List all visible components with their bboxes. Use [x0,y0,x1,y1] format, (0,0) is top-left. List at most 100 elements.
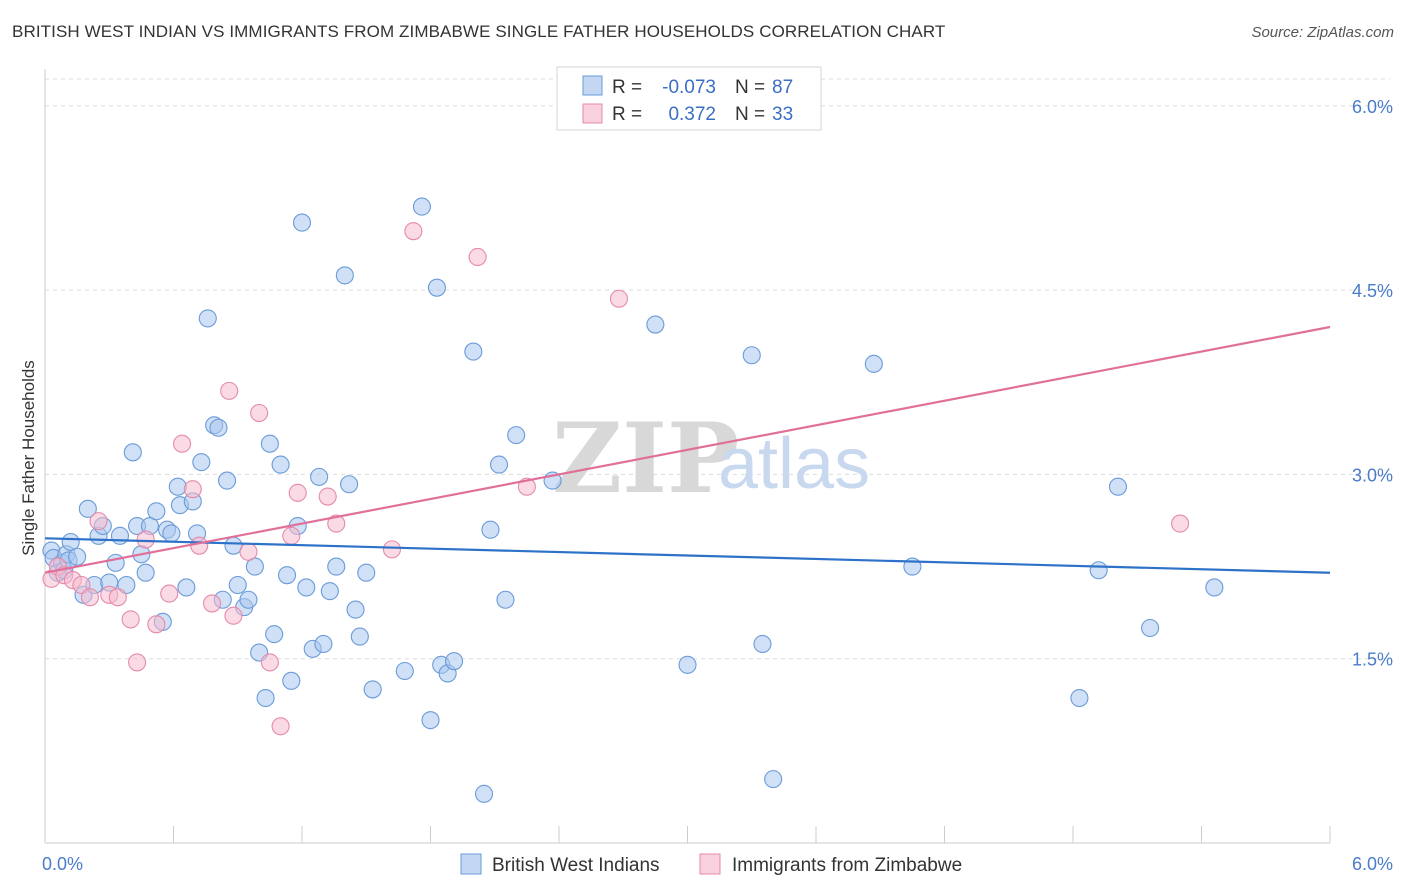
point-blue-39 [228,575,247,595]
point-blue-63 [363,680,382,699]
point-pink-11 [136,530,155,549]
point-blue-85 [1070,688,1089,708]
point-blue-8 [68,547,87,566]
chart-title: BRITISH WEST INDIAN VS IMMIGRANTS FROM Z… [12,22,946,41]
point-pink-17 [203,594,222,613]
y-tick-label-0: 1.5% [1352,650,1393,670]
point-blue-55 [314,634,333,654]
legend-r-label-pink: R = [612,104,642,125]
point-blue-70 [445,652,464,671]
point-blue-33 [198,309,217,328]
point-blue-78 [646,315,665,334]
point-blue-56 [320,582,339,601]
point-blue-89 [1205,578,1224,597]
y-tick-label-3: 6.0% [1352,97,1393,117]
point-blue-62 [357,563,376,582]
series-legend-swatch-blue [460,853,482,875]
point-blue-51 [292,213,312,232]
point-blue-49 [282,671,301,690]
point-blue-65 [412,197,431,216]
correlation-legend: R = -0.073 N = 87 R = 0.372 N = 33 [556,66,822,131]
point-pink-15 [183,480,202,499]
point-blue-82 [764,770,783,789]
legend-r-value-blue: -0.073 [662,77,716,98]
watermark: ZIP atlas [552,402,870,515]
trend-line-pink [44,325,1331,574]
legend-n-value-blue: 87 [772,77,793,98]
trend-lines [44,325,1331,574]
point-pink-28 [382,540,402,559]
point-pink-24 [282,526,301,545]
point-blue-71 [464,342,483,361]
y-tick-labels: 1.5% 3.0% 4.5% 6.0% [1352,97,1393,670]
point-pink-23 [271,717,290,736]
legend-n-value-pink: 33 [772,104,793,125]
point-blue-18 [123,443,142,462]
y-axis-title: Single Father Households [19,360,38,556]
point-pink-8 [108,588,127,607]
point-blue-80 [742,346,761,365]
point-pink-14 [173,434,192,453]
point-pink-30 [468,247,487,267]
point-pink-20 [239,542,258,561]
point-blue-72 [474,784,494,803]
point-blue-37 [217,471,237,490]
point-pink-10 [128,653,147,672]
point-blue-15 [106,553,125,572]
point-pink-32 [609,289,629,308]
point-blue-32 [192,453,211,472]
point-pink-21 [250,403,269,423]
point-blue-83 [864,354,883,373]
point-blue-45 [260,434,279,453]
point-pink-13 [160,584,179,603]
point-pink-29 [404,222,423,241]
point-blue-59 [340,475,359,494]
point-blue-64 [395,661,414,681]
point-blue-35 [209,418,228,437]
point-blue-27 [168,477,187,496]
point-blue-58 [335,266,354,285]
point-blue-10 [78,499,97,518]
x-tick-label-0: 0.0% [42,854,83,874]
point-blue-86 [1089,561,1108,580]
point-pink-22 [260,653,279,672]
point-blue-75 [496,590,515,609]
point-blue-87 [1108,477,1128,496]
point-blue-52 [297,578,316,597]
point-blue-48 [277,566,297,585]
series-legend-label-blue: British West Indians [492,855,660,876]
point-blue-73 [481,520,500,539]
x-tick-labels: 0.0% 6.0% [42,854,1393,874]
legend-swatch-pink [582,103,603,124]
trend-line-blue [44,537,1331,574]
point-pink-6 [89,512,108,531]
point-blue-21 [136,563,155,582]
point-blue-76 [507,426,526,445]
x-tick-label-1: 6.0% [1352,854,1393,874]
source-label: Source: ZipAtlas.com [1251,24,1394,41]
point-pink-33 [1171,514,1190,533]
legend-n-label-blue: N = [735,77,765,98]
point-blue-41 [239,590,258,609]
y-tick-label-1: 3.0% [1352,465,1393,485]
point-blue-60 [346,600,365,619]
point-pink-9 [121,610,140,629]
point-blue-57 [327,557,346,576]
point-blue-47 [271,455,290,474]
y-tick-label-2: 4.5% [1352,281,1393,301]
axes [44,69,1331,844]
point-blue-23 [147,502,166,521]
point-pink-18 [220,381,239,400]
point-blue-26 [162,524,181,543]
point-blue-46 [265,625,284,644]
data-points [42,197,1224,803]
point-pink-27 [327,514,346,533]
point-blue-79 [678,655,697,674]
series-legend-label-pink: Immigrants from Zimbabwe [732,855,962,876]
series-legend-swatch-pink [699,853,721,875]
point-blue-66 [421,711,440,730]
point-pink-12 [147,615,166,634]
point-pink-25 [288,483,307,502]
gridlines [45,78,1390,660]
